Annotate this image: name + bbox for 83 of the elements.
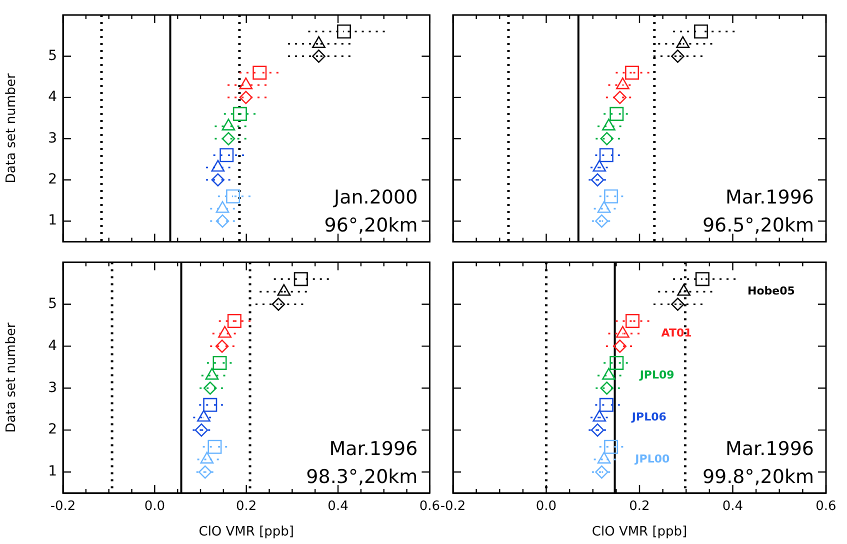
point [590,423,604,437]
series-label: JPL06 [630,410,667,424]
x-tick-label: 0.4 [328,499,348,514]
point [625,314,640,328]
x-tick-label: 0.6 [419,499,440,514]
x-axis-title: ClO VMR [ppb] [592,524,688,540]
point [312,50,326,63]
series-label: JPL09 [638,368,674,382]
point [613,340,627,353]
x-tick-label: -0.2 [50,499,76,514]
y-tick-label: 5 [48,48,57,64]
point [226,189,240,204]
y-tick-label: 4 [48,89,58,106]
point [197,410,210,422]
point [200,452,214,464]
point [694,24,708,38]
y-tick-label: 2 [48,172,57,188]
point [695,272,710,286]
annotation: 96°,20km [324,214,418,237]
point [604,440,618,454]
annotation: 99.8°,20km [702,466,814,488]
point [232,106,247,121]
annotation: 96.5°,20km [702,214,814,237]
point [595,465,608,479]
y-axis-title: Data set number [4,72,20,184]
point [671,50,684,63]
x-axis-title: ClO VMR [ppb] [198,524,294,540]
point [212,356,227,370]
point [222,132,236,146]
point [336,24,351,38]
y-axis-title: Data set number [4,322,20,433]
point [600,132,614,146]
point [599,148,614,162]
point [211,173,225,187]
point [208,440,222,454]
point [216,214,230,228]
y-tick-label: 1 [48,464,57,480]
annotation: Mar.1996 [726,438,814,460]
y-tick-label: 4 [48,338,58,354]
point [671,298,684,311]
y-tick-label: 5 [48,296,57,312]
point [592,410,606,422]
point [676,36,690,48]
text: AT01 [661,326,692,340]
text: Hobe05 [748,284,795,298]
point [312,36,326,48]
annotation: Jan.2000 [333,186,418,209]
point [203,398,218,412]
point [215,340,229,353]
point [599,398,614,412]
point [604,189,618,204]
annotation: Mar.1996 [329,438,418,460]
point [227,314,242,328]
x-tick-label: -0.2 [440,499,466,514]
series-label: JPL00 [634,452,670,466]
x-tick-label: 0.4 [722,499,744,514]
x-tick-label: 0.6 [816,499,836,514]
annotation: Mar.1996 [726,186,814,209]
y-tick-label: 3 [48,380,57,396]
point [294,272,308,286]
point [625,66,640,80]
x-tick-label: 0.0 [536,499,557,514]
x-tick-label: 0.2 [236,499,257,514]
y-tick-label: 1 [48,212,57,229]
point [610,106,624,121]
point [203,381,217,395]
point [610,356,624,370]
point [613,90,627,104]
point [597,452,611,464]
x-tick-label: 0.2 [629,499,650,514]
point [239,90,253,104]
point [272,298,286,311]
annotation: 98.3°,20km [306,466,418,488]
y-tick-label: 2 [48,422,57,438]
y-tick-label: 3 [48,130,57,146]
point [198,465,212,479]
x-tick-label: 0.0 [144,499,166,514]
point [194,423,208,437]
point [600,381,614,395]
point [220,148,234,162]
point [590,173,604,187]
point [595,214,608,228]
point [252,66,267,80]
